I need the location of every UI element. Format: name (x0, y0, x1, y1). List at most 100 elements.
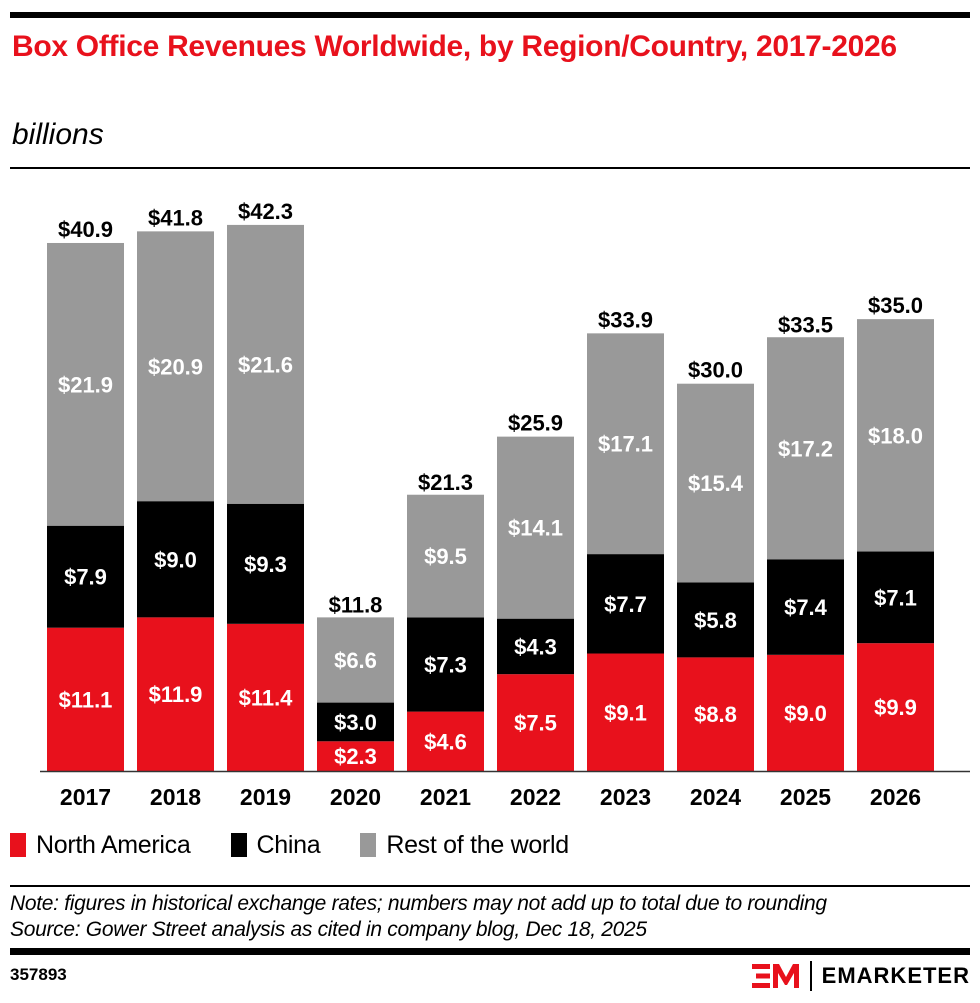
total-label: $42.3 (238, 199, 293, 224)
data-label-rest-of-the-world: $17.1 (598, 432, 653, 457)
bar-segment-north-america (857, 643, 934, 771)
emarketer-logo-icon (751, 964, 799, 988)
bar-segment-north-america (47, 627, 124, 771)
bar-segment-china (857, 551, 934, 644)
data-label-north-america: $8.8 (694, 702, 737, 727)
x-tick-label: 2022 (510, 784, 561, 810)
bar-segment-rest-of-the-world (137, 231, 214, 502)
bar-segment-china (677, 582, 754, 658)
legend-item-china: China (230, 830, 321, 860)
bar-segment-rest-of-the-world (857, 319, 934, 552)
bar-segment-north-america (677, 657, 754, 771)
data-label-china: $9.3 (244, 552, 287, 577)
legend-item-north-america: North America (10, 831, 191, 860)
bar-segment-china (137, 501, 214, 618)
bar-segment-north-america (407, 711, 484, 771)
data-label-north-america: $11.9 (149, 682, 203, 707)
x-tick-label: 2023 (600, 784, 651, 810)
data-label-north-america: $9.9 (874, 695, 917, 720)
data-label-rest-of-the-world: $9.5 (424, 544, 467, 569)
data-label-north-america: $4.6 (424, 729, 467, 754)
bar-segment-china (317, 702, 394, 742)
bar-segment-china (497, 618, 574, 675)
data-label-china: $7.9 (64, 565, 107, 590)
bar-segment-china (227, 503, 304, 624)
data-label-north-america: $11.4 (239, 685, 294, 710)
data-label-china: $9.0 (154, 547, 197, 572)
data-label-china: $7.3 (424, 652, 467, 677)
chart-title: Box Office Revenues Worldwide, by Region… (12, 30, 897, 63)
legend-swatch-rest-of-world (360, 833, 377, 857)
bar-segment-north-america (227, 623, 304, 771)
data-label-rest-of-the-world: $14.1 (508, 516, 563, 541)
data-label-rest-of-the-world: $15.4 (688, 471, 744, 496)
total-label: $41.8 (148, 205, 203, 230)
bar-segment-north-america (587, 653, 664, 771)
bar-segment-rest-of-the-world (317, 617, 394, 703)
total-label: $33.9 (598, 307, 653, 332)
bar-segment-rest-of-the-world (677, 383, 754, 583)
header-divider (10, 167, 970, 169)
data-label-rest-of-the-world: $6.6 (334, 648, 377, 673)
footnote: Note: figures in historical exchange rat… (10, 892, 827, 915)
legend-swatch-north-america (10, 833, 26, 857)
bar-segment-china (47, 525, 124, 628)
data-label-north-america: $7.5 (514, 711, 557, 736)
x-tick-label: 2026 (870, 784, 921, 810)
data-label-north-america: $9.1 (604, 700, 647, 725)
total-label: $35.0 (868, 293, 923, 318)
data-label-rest-of-the-world: $21.6 (238, 352, 293, 377)
bar-segment-china (767, 559, 844, 655)
bar-segment-rest-of-the-world (767, 337, 844, 560)
bar-segment-north-america (497, 674, 574, 771)
legend: North America China Rest of the world (10, 830, 609, 860)
x-tick-label: 2018 (150, 784, 201, 810)
total-label: $11.8 (329, 593, 383, 618)
stacked-bar-chart: $11.1 $7.9 $21.9 $40.9 2017 $11.9 $9.0 $20.9 $41… (40, 199, 970, 810)
legend-swatch-china (230, 833, 247, 857)
data-label-rest-of-the-world: $18.0 (868, 423, 923, 448)
data-label-china: $4.3 (514, 634, 557, 659)
x-tick-label: 2024 (690, 784, 741, 810)
data-label-north-america: $2.3 (334, 744, 377, 769)
brand-name: EMARKETER (821, 963, 970, 988)
data-label-china: $7.7 (604, 592, 647, 617)
brand-logo: EMARKETER (751, 960, 970, 992)
bar-segment-north-america (137, 617, 214, 771)
data-label-north-america: $11.1 (59, 687, 113, 712)
footer-divider (10, 885, 970, 887)
data-label-north-america: $9.0 (784, 701, 827, 726)
bar-segment-rest-of-the-world (47, 242, 124, 526)
data-label-rest-of-the-world: $21.9 (58, 372, 113, 397)
top-rule (10, 12, 970, 18)
total-label: $40.9 (58, 217, 113, 242)
x-tick-label: 2019 (240, 784, 291, 810)
total-label: $25.9 (508, 411, 563, 436)
bar-segment-north-america (767, 654, 844, 771)
total-label: $30.0 (688, 358, 743, 383)
data-label-china: $3.0 (334, 710, 377, 735)
data-label-rest-of-the-world: $20.9 (148, 354, 203, 379)
data-label-china: $7.1 (874, 585, 917, 610)
total-label: $21.3 (418, 470, 473, 495)
chart-subtitle: billions (12, 118, 104, 151)
bar-segment-rest-of-the-world (497, 436, 574, 619)
bar-segment-rest-of-the-world (587, 333, 664, 555)
legend-item-rest-of-world: Rest of the world (360, 831, 569, 860)
x-tick-label: 2025 (780, 784, 831, 810)
bar-segment-rest-of-the-world (227, 224, 304, 504)
legend-label: North America (36, 830, 191, 859)
bottom-rule (10, 948, 970, 955)
bar-segment-china (407, 617, 484, 712)
data-label-china: $5.8 (694, 608, 737, 633)
x-tick-label: 2021 (420, 784, 471, 810)
bar-segment-china (587, 554, 664, 654)
data-label-china: $7.4 (784, 595, 828, 620)
legend-label: China (256, 830, 321, 859)
bar-segment-north-america (317, 741, 394, 771)
total-label: $33.5 (778, 313, 833, 338)
legend-label: Rest of the world (386, 830, 569, 859)
data-label-rest-of-the-world: $17.2 (778, 436, 833, 461)
source-note: Source: Gower Street analysis as cited i… (10, 918, 647, 941)
x-tick-label: 2017 (60, 784, 111, 810)
